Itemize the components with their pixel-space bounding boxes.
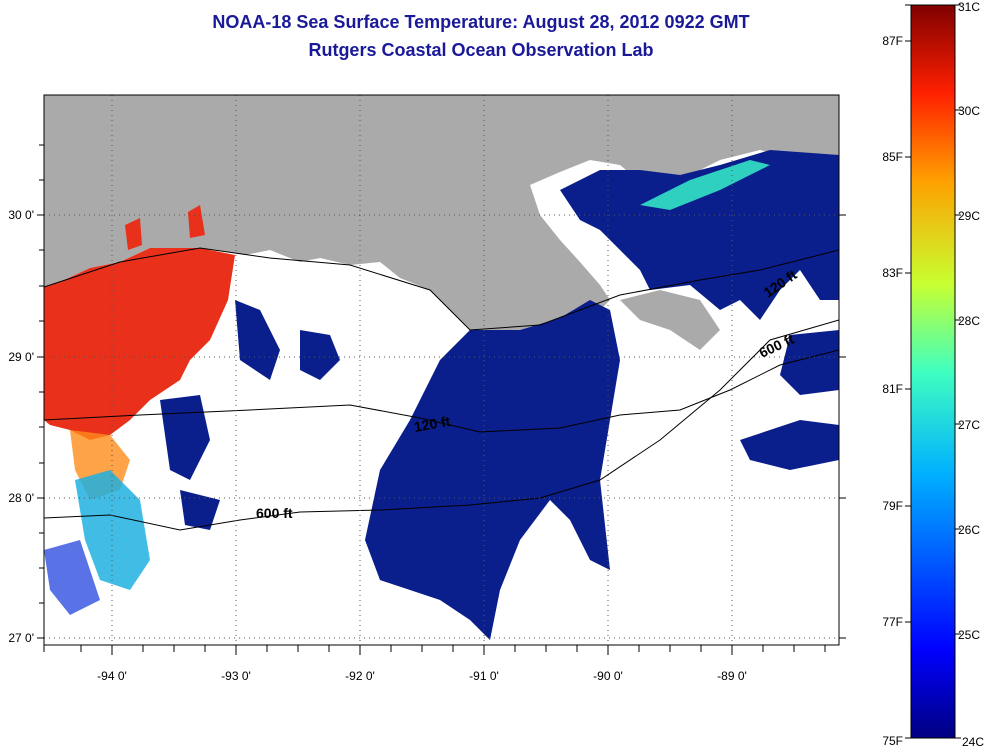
colorbar-c-label: 28C <box>958 314 980 328</box>
colorbar-c-label: 26C <box>958 523 980 537</box>
warm-water-region <box>44 248 235 440</box>
cold-water-patches <box>160 150 839 640</box>
lat-label: 30 0' <box>8 208 34 222</box>
isobath-label-120ft-central: 120 ft <box>413 413 452 435</box>
colorbar-c-label: 25C <box>958 628 980 642</box>
colorbar-f-label: 83F <box>882 266 903 280</box>
map-subtitle: Rutgers Coastal Ocean Observation Lab <box>308 40 654 60</box>
lake-warm-1 <box>125 218 142 250</box>
colorbar-f-label: 79F <box>882 499 903 513</box>
colorbar-f-label: 77F <box>882 615 903 629</box>
colorbar-c-label: 24C <box>962 735 984 749</box>
land-mass <box>44 95 839 335</box>
lon-label: -94 0' <box>97 669 127 683</box>
map-title: NOAA-18 Sea Surface Temperature: August … <box>212 12 750 32</box>
axis-ticks <box>37 144 846 655</box>
isobath-lines <box>44 247 839 531</box>
lon-label: -93 0' <box>221 669 251 683</box>
lon-label: -91 0' <box>469 669 499 683</box>
map-frame <box>43 94 840 646</box>
colorbar-f-label: 87F <box>882 34 903 48</box>
colorbar-c-label: 30C <box>958 104 980 118</box>
lake-warm-2 <box>188 205 205 238</box>
lat-label: 27 0' <box>8 631 34 645</box>
lon-label: -92 0' <box>345 669 375 683</box>
colorbar-f-label: 85F <box>882 150 903 164</box>
isobath-label-600ft-west: 600 ft <box>256 505 293 521</box>
colorbar-c-label: 27C <box>958 418 980 432</box>
lon-label: -89 0' <box>717 669 747 683</box>
colorbar <box>910 4 956 739</box>
colorbar-f-label: 75F <box>882 734 903 748</box>
coastal-warm-streak <box>640 160 770 210</box>
cool-fringe <box>44 540 100 615</box>
colorbar-c-label: 31C <box>958 0 980 14</box>
lat-label: 28 0' <box>8 491 34 505</box>
lon-label: -90 0' <box>593 669 623 683</box>
colorbar-f-label: 81F <box>882 382 903 396</box>
colorbar-c-label: 29C <box>958 209 980 223</box>
land-delta <box>620 290 720 350</box>
graticule <box>44 95 839 645</box>
colorbar-ticks <box>905 4 961 739</box>
lat-label: 29 0' <box>8 350 34 364</box>
